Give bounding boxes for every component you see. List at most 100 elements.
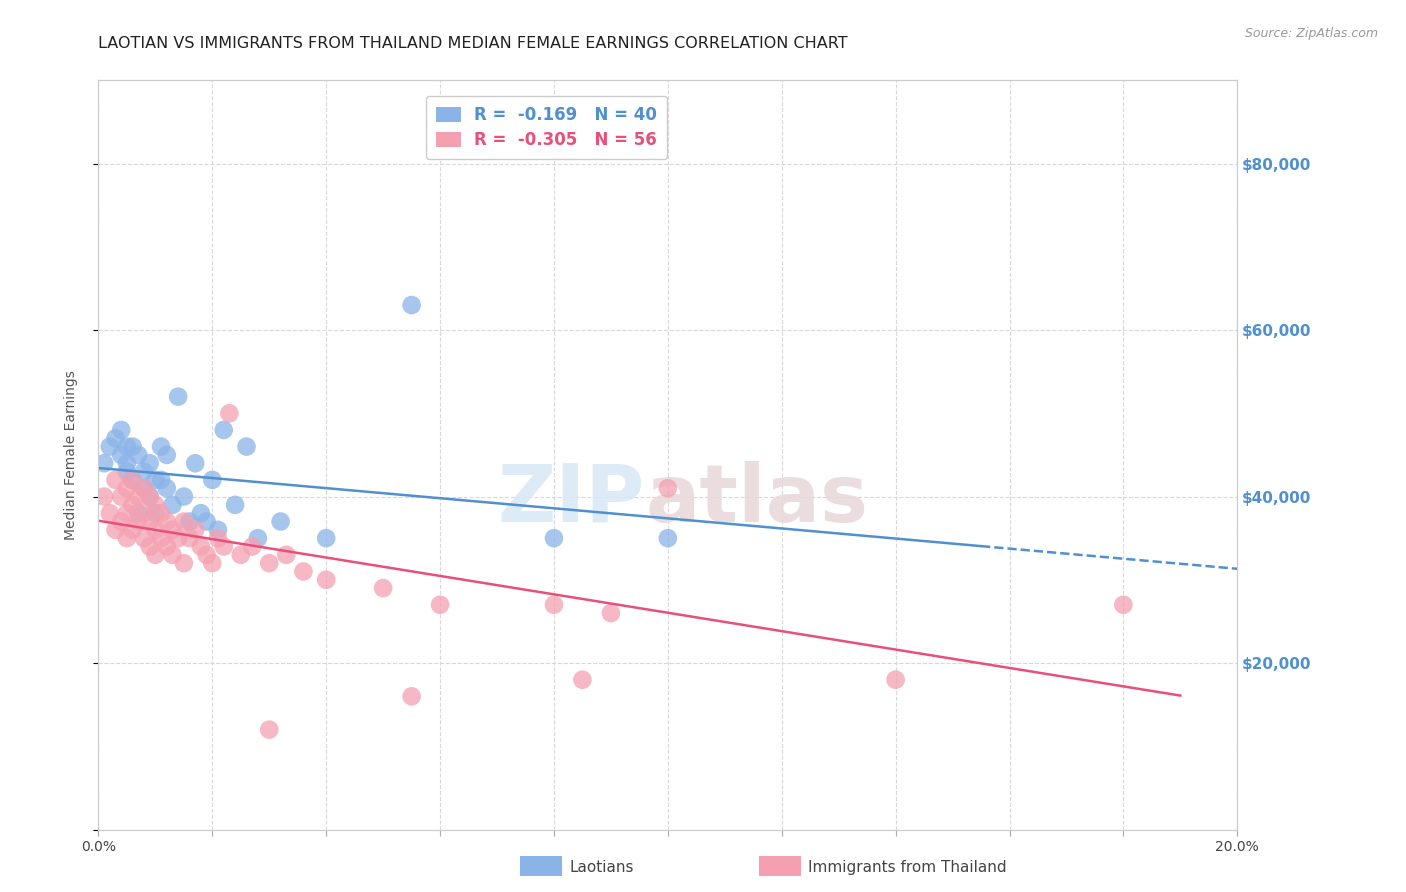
Point [115, 506, 138, 520]
Point [235, 440, 257, 454]
Point [401, 690, 423, 704]
Point [138, 490, 160, 504]
Point [127, 506, 149, 520]
Point [179, 531, 201, 545]
Point [145, 498, 167, 512]
Point [190, 506, 212, 520]
Point [246, 531, 269, 545]
Point [121, 473, 143, 487]
Point [207, 523, 229, 537]
Point [657, 531, 679, 545]
Point [543, 531, 565, 545]
Point [173, 556, 195, 570]
Point [132, 506, 155, 520]
Point [145, 506, 167, 520]
Text: ZIP: ZIP [498, 461, 645, 539]
Point [121, 523, 143, 537]
Point [276, 548, 298, 562]
Point [93, 490, 115, 504]
Point [110, 448, 132, 462]
Point [657, 481, 679, 495]
Point [110, 490, 132, 504]
Point [190, 540, 212, 554]
Point [104, 523, 127, 537]
Point [121, 440, 143, 454]
Point [201, 556, 224, 570]
Point [184, 523, 207, 537]
Point [162, 498, 184, 512]
Point [115, 440, 138, 454]
Point [98, 440, 121, 454]
Point [156, 481, 179, 495]
Point [173, 515, 195, 529]
Point [259, 723, 281, 737]
Point [224, 498, 246, 512]
Point [156, 515, 179, 529]
Point [184, 456, 207, 470]
Text: Source: ZipAtlas.com: Source: ZipAtlas.com [1244, 27, 1378, 40]
Point [315, 573, 337, 587]
Point [127, 490, 149, 504]
Point [127, 448, 149, 462]
Point [179, 515, 201, 529]
Point [156, 540, 179, 554]
Y-axis label: Median Female Earnings: Median Female Earnings [63, 370, 77, 540]
Point [212, 423, 235, 437]
Point [132, 531, 155, 545]
Point [292, 565, 315, 579]
Text: Immigrants from Thailand: Immigrants from Thailand [808, 860, 1007, 874]
Point [150, 440, 173, 454]
Point [138, 515, 160, 529]
Point [145, 548, 167, 562]
Point [270, 515, 292, 529]
Point [138, 456, 160, 470]
Point [115, 456, 138, 470]
Point [167, 531, 190, 545]
Point [104, 473, 127, 487]
Point [110, 423, 132, 437]
Point [195, 548, 218, 562]
Point [543, 598, 565, 612]
Text: atlas: atlas [645, 461, 868, 539]
Legend: R =  -0.169   N = 40, R =  -0.305   N = 56: R = -0.169 N = 40, R = -0.305 N = 56 [426, 96, 666, 159]
Point [132, 481, 155, 495]
Point [229, 548, 252, 562]
Text: Laotians: Laotians [569, 860, 634, 874]
Point [218, 406, 240, 420]
Point [104, 431, 127, 445]
Point [1112, 598, 1135, 612]
Point [121, 473, 143, 487]
Point [259, 556, 281, 570]
Point [571, 673, 593, 687]
Point [115, 531, 138, 545]
Point [115, 481, 138, 495]
Point [150, 473, 173, 487]
Point [138, 540, 160, 554]
Point [156, 448, 179, 462]
Point [173, 490, 195, 504]
Point [429, 598, 451, 612]
Point [150, 506, 173, 520]
Point [212, 540, 235, 554]
Point [132, 481, 155, 495]
Point [401, 298, 423, 312]
Point [207, 531, 229, 545]
Point [162, 523, 184, 537]
Point [201, 473, 224, 487]
Point [195, 515, 218, 529]
Point [98, 506, 121, 520]
Point [240, 540, 263, 554]
Point [162, 548, 184, 562]
Point [600, 606, 623, 620]
Text: LAOTIAN VS IMMIGRANTS FROM THAILAND MEDIAN FEMALE EARNINGS CORRELATION CHART: LAOTIAN VS IMMIGRANTS FROM THAILAND MEDI… [98, 36, 848, 51]
Point [884, 673, 907, 687]
Point [315, 531, 337, 545]
Point [138, 490, 160, 504]
Point [93, 456, 115, 470]
Point [132, 465, 155, 479]
Point [150, 531, 173, 545]
Point [121, 498, 143, 512]
Point [373, 581, 395, 595]
Point [145, 473, 167, 487]
Point [167, 390, 190, 404]
